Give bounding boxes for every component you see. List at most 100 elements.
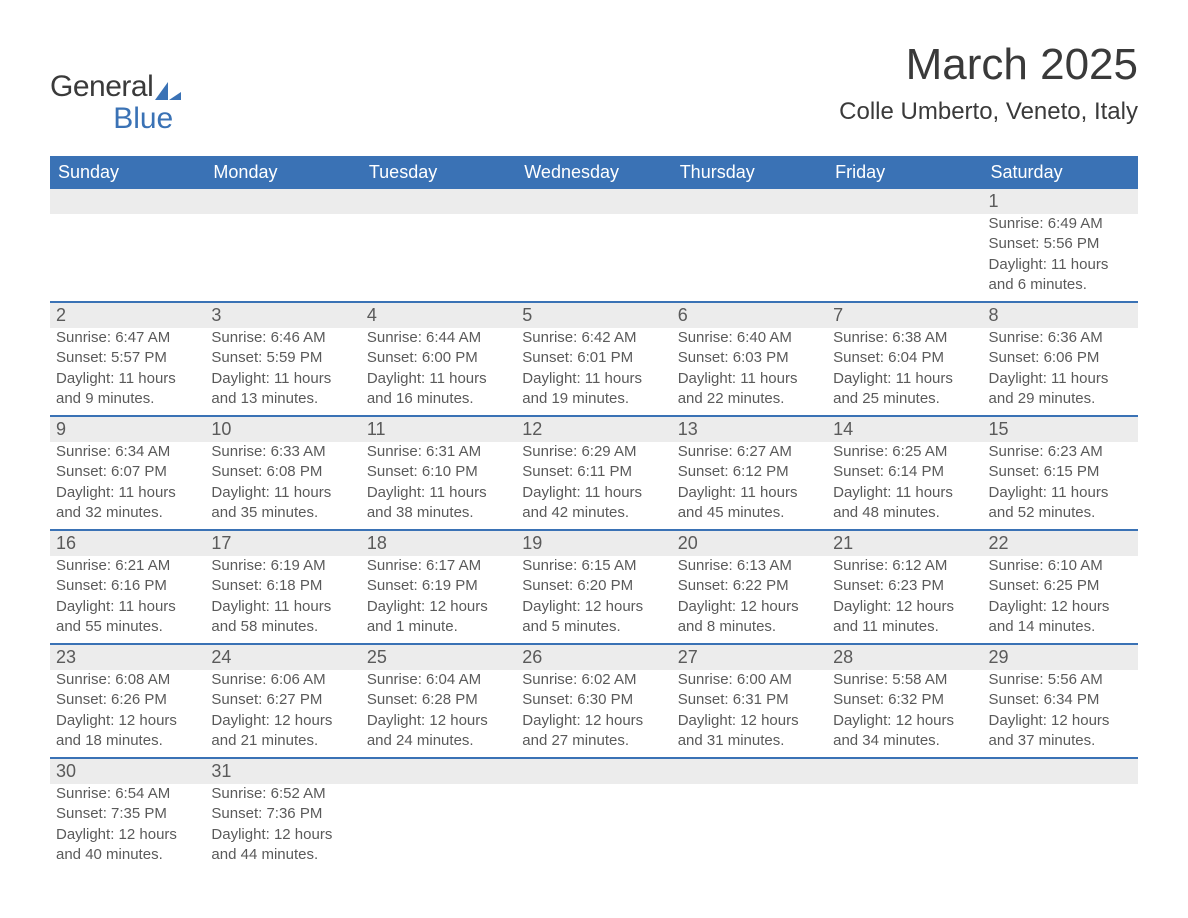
day-number: 1 xyxy=(983,189,1138,214)
daylight-text: Daylight: 12 hours and 40 minutes. xyxy=(56,825,199,866)
title-block: March 2025 Colle Umberto, Veneto, Italy xyxy=(839,40,1138,126)
sunrise-text: Sunrise: 6:40 AM xyxy=(678,328,821,348)
daylight-text: Daylight: 12 hours and 24 minutes. xyxy=(367,711,510,752)
sunrise-text: Sunrise: 6:49 AM xyxy=(989,214,1132,234)
day-cell: Sunrise: 5:58 AMSunset: 6:32 PMDaylight:… xyxy=(827,670,982,758)
day-body-row: Sunrise: 6:47 AMSunset: 5:57 PMDaylight:… xyxy=(50,328,1138,416)
sunset-text: Sunset: 6:08 PM xyxy=(211,462,354,482)
day-number xyxy=(827,758,982,784)
day-number: 11 xyxy=(361,416,516,442)
month-title: March 2025 xyxy=(839,40,1138,90)
day-number: 28 xyxy=(827,644,982,670)
day-cell: Sunrise: 6:21 AMSunset: 6:16 PMDaylight:… xyxy=(50,556,205,644)
daylight-text: Daylight: 12 hours and 37 minutes. xyxy=(989,711,1132,752)
sunrise-text: Sunrise: 6:21 AM xyxy=(56,556,199,576)
sunrise-text: Sunrise: 6:34 AM xyxy=(56,442,199,462)
day-number: 6 xyxy=(672,302,827,328)
sunset-text: Sunset: 6:32 PM xyxy=(833,690,976,710)
day-cell: Sunrise: 6:06 AMSunset: 6:27 PMDaylight:… xyxy=(205,670,360,758)
day-number: 13 xyxy=(672,416,827,442)
sunset-text: Sunset: 6:14 PM xyxy=(833,462,976,482)
day-number: 29 xyxy=(983,644,1138,670)
sunrise-text: Sunrise: 6:54 AM xyxy=(56,784,199,804)
day-number: 18 xyxy=(361,530,516,556)
sunrise-text: Sunrise: 6:42 AM xyxy=(522,328,665,348)
sunset-text: Sunset: 5:59 PM xyxy=(211,348,354,368)
sunrise-text: Sunrise: 6:19 AM xyxy=(211,556,354,576)
day-number xyxy=(672,189,827,214)
day-cell: Sunrise: 6:15 AMSunset: 6:20 PMDaylight:… xyxy=(516,556,671,644)
day-number: 8 xyxy=(983,302,1138,328)
day-cell: Sunrise: 6:17 AMSunset: 6:19 PMDaylight:… xyxy=(361,556,516,644)
day-number: 15 xyxy=(983,416,1138,442)
day-body-row: Sunrise: 6:08 AMSunset: 6:26 PMDaylight:… xyxy=(50,670,1138,758)
sunset-text: Sunset: 6:19 PM xyxy=(367,576,510,596)
daylight-text: Daylight: 12 hours and 34 minutes. xyxy=(833,711,976,752)
day-cell: Sunrise: 6:46 AMSunset: 5:59 PMDaylight:… xyxy=(205,328,360,416)
day-number-row: 9101112131415 xyxy=(50,416,1138,442)
daylight-text: Daylight: 11 hours and 45 minutes. xyxy=(678,483,821,524)
sunset-text: Sunset: 6:23 PM xyxy=(833,576,976,596)
daylight-text: Daylight: 11 hours and 55 minutes. xyxy=(56,597,199,638)
sunset-text: Sunset: 6:10 PM xyxy=(367,462,510,482)
day-number: 4 xyxy=(361,302,516,328)
day-header: Saturday xyxy=(983,156,1138,189)
day-number: 10 xyxy=(205,416,360,442)
day-number-row: 23242526272829 xyxy=(50,644,1138,670)
daylight-text: Daylight: 11 hours and 25 minutes. xyxy=(833,369,976,410)
sunset-text: Sunset: 7:36 PM xyxy=(211,804,354,824)
day-number: 20 xyxy=(672,530,827,556)
day-number: 2 xyxy=(50,302,205,328)
day-number: 23 xyxy=(50,644,205,670)
day-number: 3 xyxy=(205,302,360,328)
day-number: 25 xyxy=(361,644,516,670)
day-number-row: 16171819202122 xyxy=(50,530,1138,556)
day-cell xyxy=(50,214,205,302)
sunset-text: Sunset: 6:27 PM xyxy=(211,690,354,710)
day-cell xyxy=(361,784,516,871)
day-number: 26 xyxy=(516,644,671,670)
daylight-text: Daylight: 11 hours and 6 minutes. xyxy=(989,255,1132,296)
day-header: Monday xyxy=(205,156,360,189)
sunset-text: Sunset: 6:31 PM xyxy=(678,690,821,710)
day-number: 22 xyxy=(983,530,1138,556)
daylight-text: Daylight: 11 hours and 58 minutes. xyxy=(211,597,354,638)
daylight-text: Daylight: 11 hours and 38 minutes. xyxy=(367,483,510,524)
day-number: 12 xyxy=(516,416,671,442)
day-cell xyxy=(516,214,671,302)
sunrise-text: Sunrise: 6:12 AM xyxy=(833,556,976,576)
day-header: Tuesday xyxy=(361,156,516,189)
sunrise-text: Sunrise: 6:29 AM xyxy=(522,442,665,462)
sunset-text: Sunset: 6:11 PM xyxy=(522,462,665,482)
sunrise-text: Sunrise: 6:31 AM xyxy=(367,442,510,462)
sunset-text: Sunset: 6:00 PM xyxy=(367,348,510,368)
sunset-text: Sunset: 6:30 PM xyxy=(522,690,665,710)
day-cell: Sunrise: 6:25 AMSunset: 6:14 PMDaylight:… xyxy=(827,442,982,530)
day-number: 31 xyxy=(205,758,360,784)
sunset-text: Sunset: 7:35 PM xyxy=(56,804,199,824)
day-cell: Sunrise: 6:27 AMSunset: 6:12 PMDaylight:… xyxy=(672,442,827,530)
day-number xyxy=(205,189,360,214)
logo: General Blue xyxy=(50,70,181,136)
daylight-text: Daylight: 11 hours and 35 minutes. xyxy=(211,483,354,524)
daylight-text: Daylight: 11 hours and 13 minutes. xyxy=(211,369,354,410)
sunset-text: Sunset: 6:07 PM xyxy=(56,462,199,482)
daylight-text: Daylight: 12 hours and 31 minutes. xyxy=(678,711,821,752)
day-number: 27 xyxy=(672,644,827,670)
day-header: Friday xyxy=(827,156,982,189)
day-number xyxy=(516,758,671,784)
daylight-text: Daylight: 11 hours and 42 minutes. xyxy=(522,483,665,524)
day-header-row: Sunday Monday Tuesday Wednesday Thursday… xyxy=(50,156,1138,189)
day-number xyxy=(361,758,516,784)
day-number xyxy=(983,758,1138,784)
day-body-row: Sunrise: 6:34 AMSunset: 6:07 PM Daylight:… xyxy=(50,442,1138,530)
day-number: 17 xyxy=(205,530,360,556)
daylight-text: Daylight: 12 hours and 11 minutes. xyxy=(833,597,976,638)
sunrise-text: Sunrise: 6:27 AM xyxy=(678,442,821,462)
day-number xyxy=(672,758,827,784)
sunrise-text: Sunrise: 6:00 AM xyxy=(678,670,821,690)
day-number: 19 xyxy=(516,530,671,556)
day-cell: Sunrise: 6:34 AMSunset: 6:07 PMDaylight:… xyxy=(50,442,205,530)
day-cell xyxy=(672,784,827,871)
daylight-text: Daylight: 12 hours and 18 minutes. xyxy=(56,711,199,752)
